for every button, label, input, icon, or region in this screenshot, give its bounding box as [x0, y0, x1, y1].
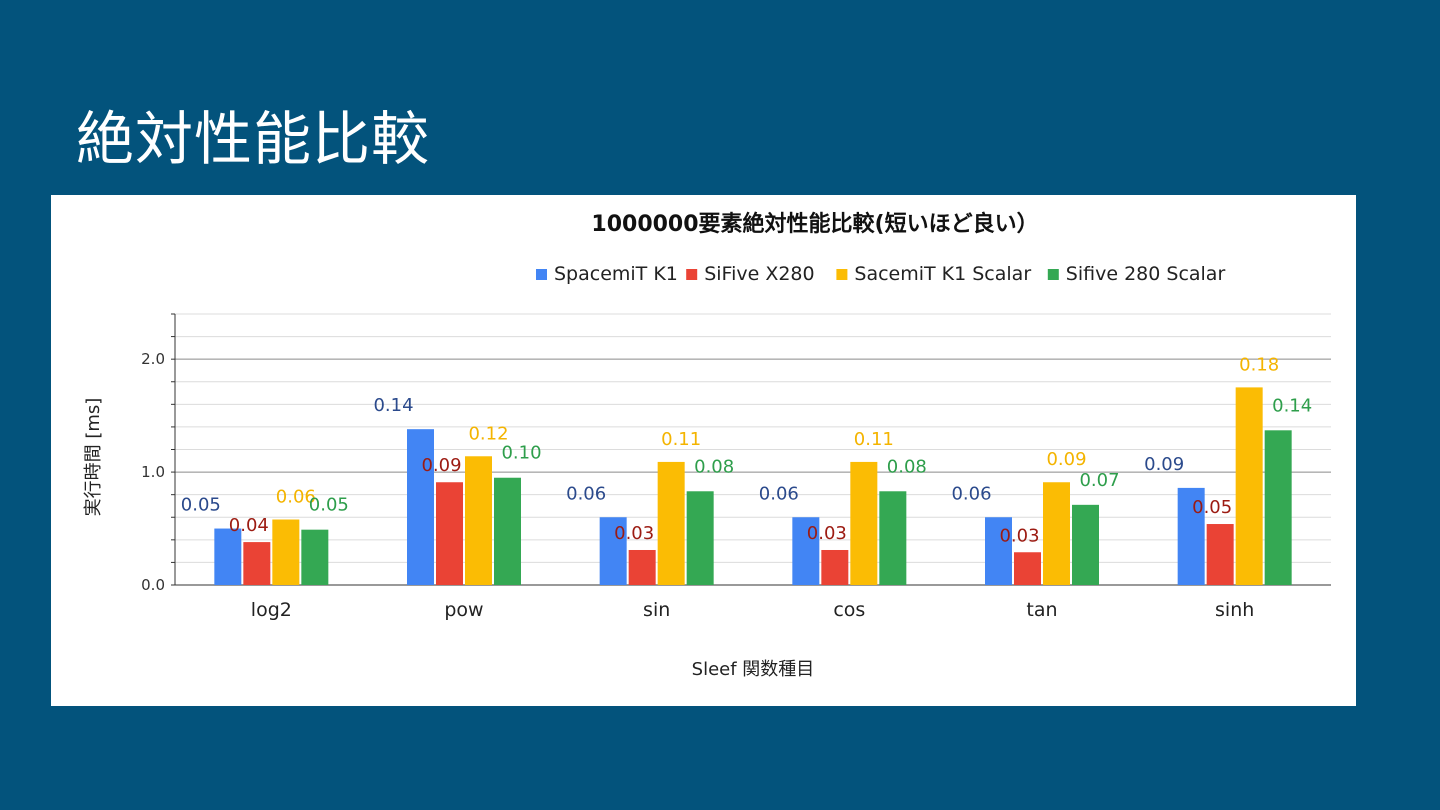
data-label: 0.03 [614, 523, 654, 544]
bar [1072, 504, 1099, 585]
bar [628, 549, 656, 585]
y-tick-label: 0.0 [141, 576, 165, 594]
data-label: 0.08 [887, 456, 927, 477]
data-label: 0.04 [229, 515, 269, 536]
y-tick-label: 1.0 [141, 463, 165, 481]
data-label: 0.05 [309, 495, 349, 516]
bar [272, 519, 300, 585]
data-label: 0.09 [1046, 449, 1086, 470]
legend-label: SacemiT K1 Scalar [854, 263, 1031, 285]
slide-title: 絶対性能比較 [76, 105, 431, 173]
bar [1206, 524, 1234, 585]
x-tick-label: pow [444, 599, 483, 621]
bar [494, 477, 521, 585]
bar [985, 517, 1012, 585]
bar [407, 429, 434, 585]
x-tick-label: cos [833, 599, 865, 621]
chart-legend: SpacemiT K1 SiFive X280 SacemiT K1 Scalar S… [536, 263, 1225, 285]
x-tick-label: sinh [1215, 599, 1254, 621]
legend-label: SpacemiT K1 [554, 263, 678, 285]
chart-grid [175, 313, 1331, 563]
data-label: 0.10 [501, 443, 541, 464]
bar [214, 528, 242, 585]
legend-swatch [836, 269, 848, 280]
chart-title: 1000000要素絶対性能比較(短いほど良い） [591, 211, 1038, 237]
data-label: 0.12 [468, 423, 508, 444]
data-label: 0.03 [999, 525, 1039, 546]
data-label: 0.06 [566, 483, 606, 504]
data-label: 0.18 [1239, 354, 1279, 375]
bar [1043, 482, 1070, 585]
data-label: 0.14 [1272, 395, 1312, 416]
bar-chart: 1000000要素絶対性能比較(短いほど良い） SpacemiT K1 SiFiv… [83, 211, 1331, 680]
chart-bars [214, 387, 1292, 585]
bar [436, 482, 463, 585]
x-tick-label: sin [643, 599, 670, 621]
data-label: 0.08 [694, 456, 734, 477]
bar [850, 461, 878, 585]
bar [1177, 487, 1205, 585]
data-label: 0.06 [951, 483, 991, 504]
data-label: 0.14 [373, 395, 413, 416]
data-label: 0.06 [759, 483, 799, 504]
legend-swatch [1047, 269, 1059, 280]
data-label: 0.09 [421, 455, 461, 476]
legend-swatch [686, 269, 698, 280]
data-label: 0.05 [1192, 497, 1232, 518]
x-tick-label: log2 [251, 599, 292, 621]
bar [657, 461, 685, 585]
chart-data-labels: 0.050.040.060.050.140.090.120.100.060.03… [181, 354, 1312, 546]
bar [686, 491, 714, 585]
legend-swatch [536, 269, 547, 280]
bar [243, 542, 271, 585]
data-label: 0.07 [1079, 470, 1119, 491]
chart-axes: 0.0 1.0 2.0 log2 pow sin cos tan sinh [141, 313, 1331, 621]
x-axis-title: Sleef 関数種目 [692, 659, 815, 680]
data-label: 0.11 [854, 429, 894, 450]
legend-label: Sifive 280 Scalar [1066, 263, 1226, 285]
legend-label: SiFive X280 [704, 263, 814, 285]
bar [1264, 430, 1292, 585]
bar [879, 491, 907, 585]
bar [301, 529, 329, 585]
data-label: 0.06 [276, 487, 316, 508]
bar [1235, 387, 1263, 585]
bar [599, 517, 627, 585]
data-label: 0.09 [1144, 454, 1184, 475]
bar [465, 456, 492, 585]
bar [821, 549, 849, 585]
y-tick-label: 2.0 [141, 350, 165, 368]
data-label: 0.05 [181, 495, 221, 516]
chart-panel: 1000000要素絶対性能比較(短いほど良い） SpacemiT K1 SiFiv… [51, 195, 1356, 706]
data-label: 0.03 [807, 523, 847, 544]
bar [792, 517, 820, 585]
bar [1014, 552, 1041, 585]
y-axis-title: 実行時間 [ms] [83, 398, 104, 517]
x-tick-label: tan [1026, 599, 1057, 621]
data-label: 0.11 [661, 429, 701, 450]
